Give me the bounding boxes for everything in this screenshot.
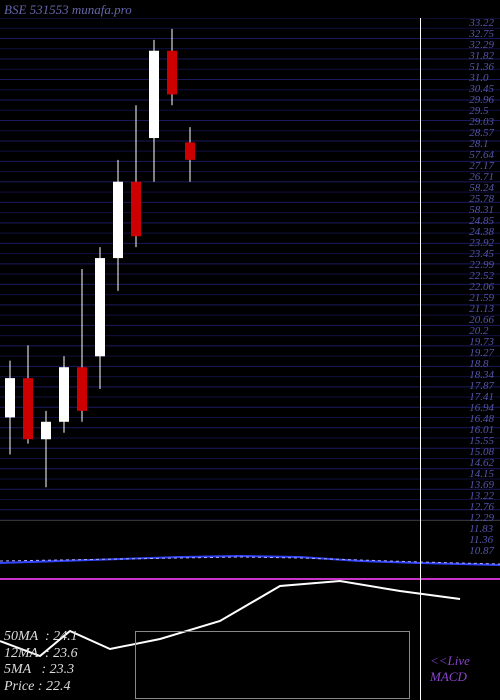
candle: [5, 378, 15, 417]
stat-line: Price : 22.4: [4, 679, 78, 696]
chart-title: BSE 531553 munafa.pro: [4, 2, 132, 18]
indicator-panel: <<Live MACD 50MA : 24.112MA : 23.65MA : …: [0, 520, 500, 700]
candle: [131, 182, 141, 237]
stat-line: 12MA : 23.6: [4, 646, 78, 663]
macd-box: [135, 631, 410, 699]
stat-line: 5MA : 23.3: [4, 662, 78, 679]
ma-blue: [0, 556, 500, 565]
candle: [95, 258, 105, 356]
stat-line: 50MA : 24.1: [4, 629, 78, 646]
candle: [113, 182, 123, 258]
y-tick-label: 10.87: [469, 546, 494, 557]
cursor-vline: [420, 18, 421, 700]
candle: [41, 422, 51, 439]
candle: [185, 142, 195, 159]
candle: [77, 367, 87, 411]
macd-label: <<Live MACD: [430, 653, 470, 685]
candle: [149, 51, 159, 138]
main-price-chart: [0, 18, 500, 520]
candle: [59, 367, 69, 422]
candle: [167, 51, 177, 95]
candle: [23, 378, 33, 439]
stock-chart: BSE 531553 munafa.pro 33.2232.7532.2931.…: [0, 0, 500, 700]
stats-block: 50MA : 24.112MA : 23.65MA : 23.3Price : …: [4, 629, 78, 696]
y-axis-labels: 33.2232.7532.2931.8251.3631.030.4529.962…: [469, 18, 494, 518]
price-svg: [0, 18, 500, 520]
